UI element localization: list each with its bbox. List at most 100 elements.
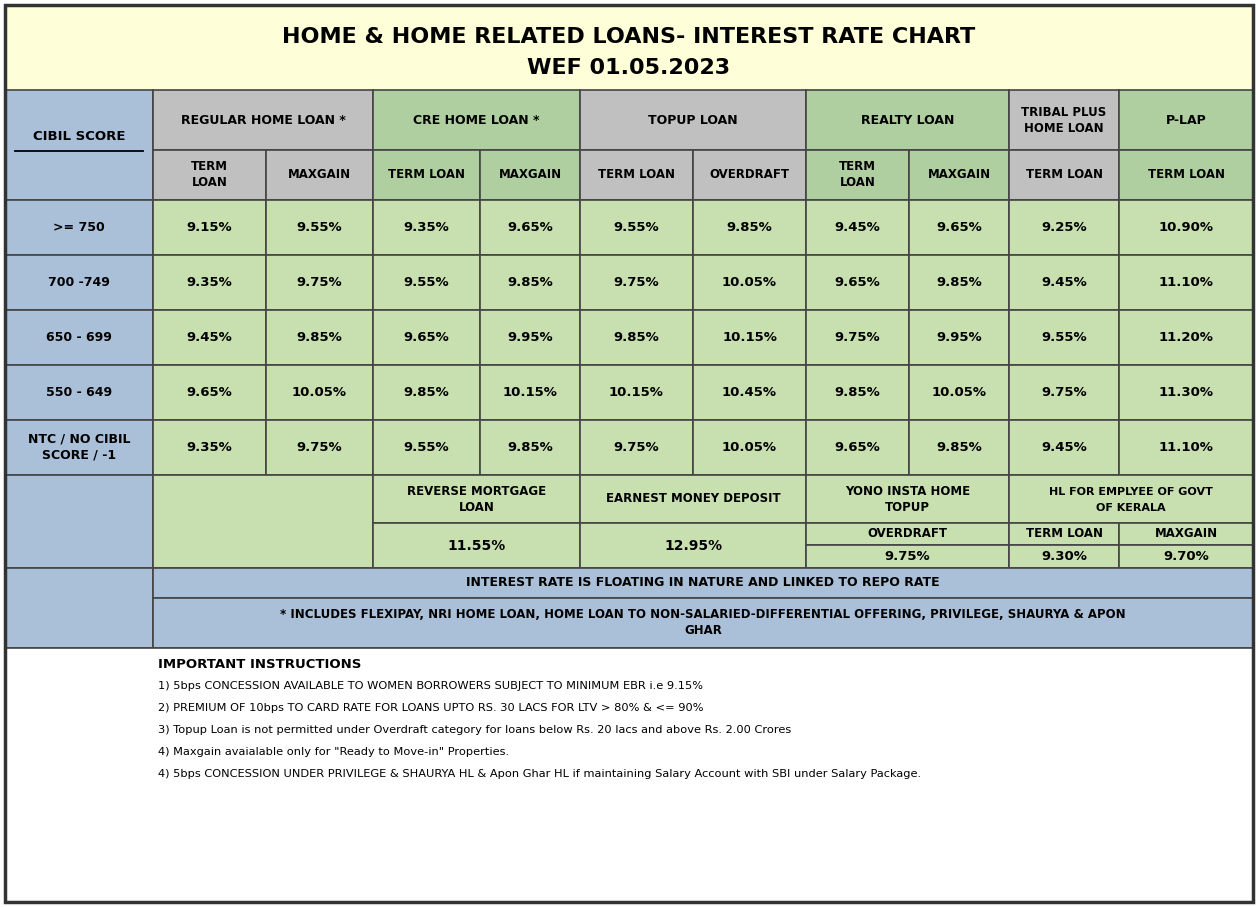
Bar — [580, 255, 693, 310]
Bar — [1120, 420, 1253, 475]
Text: 9.55%: 9.55% — [614, 221, 659, 234]
Bar — [806, 310, 910, 365]
Text: 10.15%: 10.15% — [722, 331, 777, 344]
Text: 9.95%: 9.95% — [507, 331, 552, 344]
Text: 9.85%: 9.85% — [614, 331, 659, 344]
Text: 10.05%: 10.05% — [292, 386, 347, 399]
Text: 9.30%: 9.30% — [1042, 550, 1087, 563]
Bar — [5, 200, 153, 255]
Text: 9.75%: 9.75% — [297, 276, 342, 289]
Bar — [153, 598, 1253, 648]
Bar — [153, 568, 1253, 598]
Text: 3) Topup Loan is not permitted under Overdraft category for loans below Rs. 20 l: 3) Topup Loan is not permitted under Ove… — [159, 725, 791, 735]
Text: 11.55%: 11.55% — [448, 539, 506, 552]
Text: CIBIL SCORE: CIBIL SCORE — [33, 130, 126, 142]
Bar — [1009, 255, 1120, 310]
Text: 9.75%: 9.75% — [835, 331, 881, 344]
Text: 10.05%: 10.05% — [931, 386, 986, 399]
Bar — [5, 90, 153, 200]
Bar — [374, 475, 580, 523]
Bar — [374, 420, 481, 475]
Bar — [806, 420, 910, 475]
Bar — [481, 255, 580, 310]
Bar — [1009, 420, 1120, 475]
Bar — [153, 310, 265, 365]
Bar — [806, 544, 1009, 568]
Bar — [5, 568, 153, 648]
Bar — [693, 420, 806, 475]
Text: 9.65%: 9.65% — [834, 276, 881, 289]
Bar — [153, 365, 265, 420]
Text: REGULAR HOME LOAN *: REGULAR HOME LOAN * — [181, 113, 346, 126]
Bar — [806, 255, 910, 310]
Bar — [374, 90, 580, 150]
Text: TERM LOAN: TERM LOAN — [598, 169, 676, 181]
Text: 9.65%: 9.65% — [404, 331, 449, 344]
Bar — [5, 365, 153, 420]
Bar — [806, 365, 910, 420]
Bar — [806, 200, 910, 255]
Text: TERM LOAN: TERM LOAN — [387, 169, 465, 181]
Text: >= 750: >= 750 — [53, 221, 104, 234]
Bar — [5, 420, 153, 475]
Bar — [374, 365, 481, 420]
Text: MAXGAIN: MAXGAIN — [927, 169, 990, 181]
Bar — [374, 255, 481, 310]
Bar — [693, 200, 806, 255]
Bar — [806, 150, 910, 200]
Bar — [580, 420, 693, 475]
Text: TERM LOAN: TERM LOAN — [1025, 169, 1102, 181]
Text: 9.85%: 9.85% — [936, 276, 982, 289]
Bar — [580, 475, 806, 523]
Text: INTEREST RATE IS FLOATING IN NATURE AND LINKED TO REPO RATE: INTEREST RATE IS FLOATING IN NATURE AND … — [467, 577, 940, 590]
Text: 9.55%: 9.55% — [1042, 331, 1087, 344]
Text: 9.55%: 9.55% — [404, 276, 449, 289]
Bar — [1120, 150, 1253, 200]
Text: 11.20%: 11.20% — [1159, 331, 1214, 344]
Text: 9.45%: 9.45% — [834, 221, 881, 234]
Bar — [693, 150, 806, 200]
Text: OF KERALA: OF KERALA — [1096, 502, 1166, 512]
Text: 9.55%: 9.55% — [404, 441, 449, 454]
Bar — [153, 200, 265, 255]
Text: 11.10%: 11.10% — [1159, 441, 1214, 454]
Text: LOAN: LOAN — [459, 502, 494, 514]
Text: 9.85%: 9.85% — [507, 276, 552, 289]
Text: 2) PREMIUM OF 10bps TO CARD RATE FOR LOANS UPTO RS. 30 LACS FOR LTV > 80% & <= 9: 2) PREMIUM OF 10bps TO CARD RATE FOR LOA… — [159, 703, 703, 713]
Text: MAXGAIN: MAXGAIN — [1155, 527, 1218, 541]
Text: 9.85%: 9.85% — [834, 386, 881, 399]
Text: TERM
LOAN: TERM LOAN — [839, 161, 876, 190]
Bar — [910, 420, 1009, 475]
Bar — [153, 255, 265, 310]
Bar — [374, 150, 481, 200]
Text: 700 -749: 700 -749 — [48, 276, 109, 289]
Bar — [1120, 255, 1253, 310]
Bar — [910, 200, 1009, 255]
Bar — [910, 150, 1009, 200]
Bar — [153, 90, 374, 150]
Bar — [153, 420, 265, 475]
Text: 9.75%: 9.75% — [1042, 386, 1087, 399]
Bar — [481, 365, 580, 420]
Text: OVERDRAFT: OVERDRAFT — [868, 527, 947, 541]
Text: EARNEST MONEY DEPOSIT: EARNEST MONEY DEPOSIT — [605, 493, 780, 505]
Bar — [580, 150, 693, 200]
Bar — [693, 365, 806, 420]
Bar — [1120, 90, 1253, 150]
Text: 9.65%: 9.65% — [834, 441, 881, 454]
Text: 9.85%: 9.85% — [727, 221, 772, 234]
Text: 9.45%: 9.45% — [186, 331, 233, 344]
Bar — [265, 420, 374, 475]
Text: 9.65%: 9.65% — [507, 221, 552, 234]
Text: 4) Maxgain avaialable only for "Ready to Move-in" Properties.: 4) Maxgain avaialable only for "Ready to… — [159, 747, 509, 757]
Bar — [265, 365, 374, 420]
Bar — [1009, 544, 1120, 568]
Text: 550 - 649: 550 - 649 — [47, 386, 112, 399]
Text: 9.65%: 9.65% — [936, 221, 982, 234]
Text: IMPORTANT INSTRUCTIONS: IMPORTANT INSTRUCTIONS — [159, 658, 361, 671]
Bar — [5, 5, 1253, 93]
Bar — [910, 255, 1009, 310]
Text: 12.95%: 12.95% — [664, 539, 722, 552]
Text: TRIBAL PLUS
HOME LOAN: TRIBAL PLUS HOME LOAN — [1021, 105, 1107, 134]
Text: HOME & HOME RELATED LOANS- INTEREST RATE CHART: HOME & HOME RELATED LOANS- INTEREST RATE… — [282, 26, 976, 46]
